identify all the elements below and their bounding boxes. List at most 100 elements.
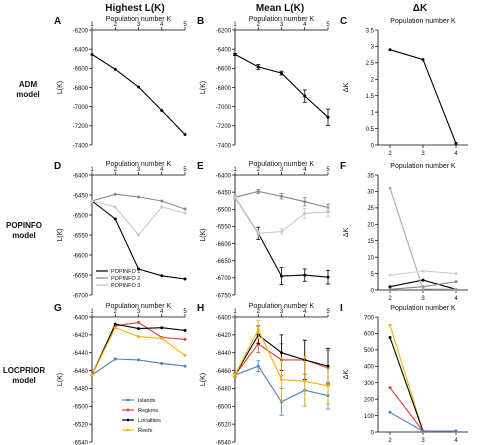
- y-tick-label: 25: [367, 206, 374, 212]
- y-axis-label: ΔK: [343, 228, 350, 238]
- data-point: [454, 429, 458, 433]
- data-point: [388, 285, 392, 289]
- data-point: [388, 410, 392, 414]
- data-point: [454, 287, 458, 291]
- x-tick-label: 2: [257, 167, 261, 173]
- x-axis-label: Population number K: [106, 161, 172, 168]
- y-axis-label: ΔK: [343, 370, 350, 380]
- y-tick-label: -6420: [73, 333, 89, 339]
- panel-A: A Population number K L(K) -6200 -6400 -6600 -…: [54, 16, 187, 149]
- data-point: [421, 287, 425, 291]
- data-point: [137, 335, 140, 339]
- y-tick-label: 100: [364, 414, 375, 420]
- x-axis-label: Population number K: [390, 163, 456, 170]
- series-line: [91, 358, 186, 376]
- panel-B: B Population number K L(K) -6200 -6400 -6600 -…: [197, 16, 330, 149]
- x-tick-label: 4: [303, 309, 307, 315]
- series-popinfo-1: [90, 199, 187, 281]
- legend-label: Localities: [138, 418, 161, 424]
- y-tick-label: 300: [364, 381, 375, 387]
- y-axis-label: L(K): [57, 228, 64, 241]
- y-tick-label: -7200: [73, 124, 89, 130]
- data-point: [388, 186, 392, 190]
- legend-marker: [126, 398, 130, 402]
- y-axis-label: ΔK: [343, 83, 350, 93]
- series-line: [234, 197, 329, 278]
- data-point: [280, 351, 283, 355]
- x-tick-label: 4: [160, 167, 164, 173]
- series-3: [233, 320, 330, 407]
- series-popinfo-2: [90, 192, 187, 211]
- y-tick-label: -6600: [216, 242, 232, 248]
- y-tick-label: -6650: [216, 259, 232, 265]
- x-tick-label: 4: [454, 438, 458, 444]
- panel-letter: B: [197, 16, 204, 27]
- y-axis-label: L(K): [57, 373, 64, 386]
- y-axis-label: L(K): [200, 81, 207, 94]
- data-point: [454, 141, 458, 145]
- data-point: [137, 320, 140, 324]
- data-point: [183, 277, 187, 281]
- legend-label: Reefs: [138, 428, 153, 434]
- x-tick-label: 2: [388, 438, 392, 444]
- series-line: [389, 411, 456, 432]
- data-point: [113, 192, 117, 196]
- series-2: [233, 195, 330, 237]
- y-tick-label: 200: [364, 397, 375, 403]
- y-tick-label: -6460: [216, 369, 232, 375]
- x-tick-label: 3: [280, 167, 284, 173]
- x-tick-label: 5: [183, 309, 187, 315]
- y-tick-label: 30: [367, 190, 374, 196]
- series-reefs: [90, 326, 187, 377]
- series-line: [91, 321, 186, 376]
- data-point: [160, 199, 164, 203]
- series-0: [233, 52, 330, 126]
- x-tick-label: 4: [303, 167, 307, 173]
- y-tick-label: -6600: [216, 67, 232, 73]
- x-axis-label: Population number K: [249, 161, 315, 168]
- legend-marker: [126, 428, 130, 432]
- x-tick-label: 1: [233, 309, 237, 315]
- data-point: [160, 274, 164, 278]
- data-point: [256, 364, 260, 368]
- row-label-locprior-sub: model: [12, 376, 36, 385]
- data-point: [326, 275, 330, 279]
- x-tick-label: 3: [421, 296, 425, 302]
- x-tick-label: 1: [233, 167, 237, 173]
- panel-E: E Population number K L(K) -6400 -6450 -6500 -…: [197, 161, 330, 299]
- data-point: [160, 326, 164, 330]
- y-tick-label: -6480: [73, 387, 89, 393]
- data-point: [256, 189, 260, 193]
- legend-label: POPINFO 3: [111, 283, 140, 289]
- y-tick-label: 0: [371, 143, 375, 149]
- data-point: [233, 373, 237, 377]
- data-point: [183, 211, 187, 215]
- y-tick-label: -6700: [216, 276, 232, 282]
- y-tick-label: -7400: [73, 143, 89, 149]
- y-tick-label: 1: [371, 110, 375, 116]
- series-line: [389, 337, 456, 432]
- data-point: [233, 195, 237, 199]
- data-point: [280, 378, 283, 381]
- x-tick-label: 3: [280, 22, 284, 28]
- x-tick-label: 1: [90, 167, 94, 173]
- x-axis-label: Population number K: [106, 16, 172, 23]
- series-2: [388, 386, 458, 433]
- panel-letter: G: [54, 303, 62, 314]
- panel-letter: H: [197, 303, 204, 314]
- panel-F: F Population number K ΔK 0 5 10 15 20 25 30 35 2 3 4: [340, 161, 468, 302]
- series-line: [389, 49, 457, 144]
- data-point: [388, 386, 392, 390]
- data-point: [183, 337, 187, 341]
- x-tick-label: 5: [326, 309, 330, 315]
- chart-panels: A Population number K L(K) -6200 -6400 -6600 -…: [54, 16, 468, 445]
- data-point: [160, 205, 164, 209]
- x-tick-label: 2: [257, 309, 261, 315]
- y-tick-label: 2: [371, 78, 375, 84]
- data-point: [233, 52, 237, 56]
- data-point: [280, 71, 283, 75]
- x-tick-label: 2: [114, 22, 118, 28]
- data-point: [421, 269, 425, 273]
